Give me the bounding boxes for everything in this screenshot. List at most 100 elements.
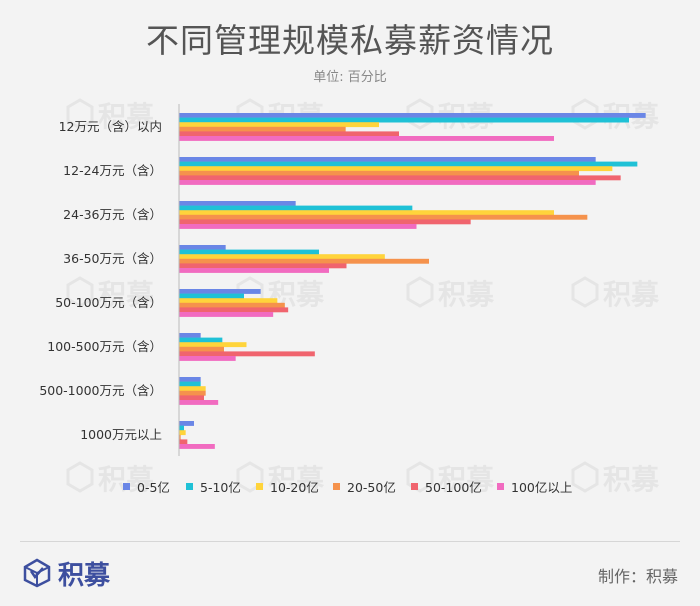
legend-label: 100亿以上 [511, 480, 572, 495]
category-labels: 12万元（含）以内 12-24万元（含） 24-36万元（含） 36-50万元（含） 5… [39, 119, 162, 442]
bar [179, 346, 224, 352]
bar [179, 351, 315, 357]
bar [179, 161, 638, 167]
legend-item: 50-100亿 [411, 480, 482, 495]
bar [179, 268, 329, 273]
bar [179, 430, 186, 436]
bar [179, 263, 347, 269]
bar [179, 337, 223, 343]
bar-chart: 积募积募积募积募积募积募积募积募积募积募积募积募 12万元（含）以内12-24万… [39, 98, 660, 496]
svg-text:积募: 积募 [603, 278, 660, 311]
svg-text:积募: 积募 [98, 463, 155, 496]
watermark: 积募 [66, 276, 155, 311]
bar [179, 342, 247, 348]
bar [179, 356, 236, 361]
bar [179, 390, 206, 396]
bar [179, 298, 278, 304]
chart-subtitle: 单位: 百分比 [313, 70, 387, 85]
bar [179, 386, 206, 392]
bar [179, 175, 621, 181]
bar [179, 293, 244, 299]
bar [179, 219, 471, 225]
bar [179, 421, 194, 426]
watermark: 积募 [236, 461, 325, 496]
footer-brand: 积募 [22, 556, 111, 591]
bar [179, 180, 596, 185]
bar [179, 205, 413, 211]
footer-credit: 制作：积募 [597, 567, 678, 586]
category-label: 50-100万元（含） [55, 295, 162, 310]
bar [179, 425, 184, 431]
category-label: 1000万元以上 [80, 427, 162, 442]
bar [179, 113, 646, 118]
bar [179, 307, 289, 313]
bar [179, 395, 204, 401]
bar [179, 210, 554, 216]
bar [179, 249, 319, 255]
bar [179, 439, 188, 445]
bar [179, 157, 596, 162]
bar [179, 289, 261, 294]
svg-text:积募: 积募 [603, 463, 660, 496]
legend-swatch [411, 483, 418, 490]
bar [179, 166, 613, 172]
bar-series-layer [179, 113, 646, 449]
bar [179, 254, 385, 260]
brand-logo-icon [23, 558, 51, 588]
watermark: 积募 [66, 98, 155, 133]
legend-label: 50-100亿 [425, 480, 482, 495]
bar [179, 434, 181, 440]
bar [179, 117, 629, 123]
legend-item: 0-5亿 [123, 480, 170, 495]
bar [179, 400, 219, 405]
bar [179, 170, 579, 176]
svg-text:积募: 积募 [438, 278, 495, 311]
bar [179, 201, 296, 206]
legend-label: 20-50亿 [347, 480, 396, 495]
legend-label: 10-20亿 [270, 480, 319, 495]
legend-swatch [123, 483, 130, 490]
watermark: 积募 [66, 461, 155, 496]
bar [179, 126, 346, 132]
svg-text:积募: 积募 [98, 278, 155, 311]
watermark: 积募 [571, 461, 660, 496]
category-label: 24-36万元（含） [63, 207, 162, 222]
bar [179, 131, 399, 137]
bar [179, 381, 201, 387]
bar [179, 333, 201, 338]
bar [179, 302, 285, 308]
bar [179, 224, 417, 229]
svg-text:积募: 积募 [98, 100, 155, 133]
category-label: 36-50万元（含） [63, 251, 162, 266]
legend-item: 20-50亿 [333, 480, 396, 495]
svg-text:积募: 积募 [438, 463, 495, 496]
watermark: 积募 [406, 461, 495, 496]
legend-item: 5-10亿 [186, 480, 241, 495]
legend-item: 10-20亿 [256, 480, 319, 495]
legend-swatch [497, 483, 504, 490]
brand-name: 积募 [58, 560, 111, 591]
bar [179, 258, 429, 264]
svg-text:积募: 积募 [268, 463, 325, 496]
legend-swatch [186, 483, 193, 490]
bar [179, 122, 379, 128]
chart-title: 不同管理规模私募薪资情况 [146, 21, 554, 60]
category-label: 12-24万元（含） [63, 163, 162, 178]
bar [179, 444, 215, 449]
bar [179, 214, 588, 220]
category-label: 12万元（含）以内 [59, 119, 162, 134]
bar [179, 136, 554, 141]
watermark: 积募 [571, 276, 660, 311]
watermark: 积募 [406, 276, 495, 311]
bar [179, 312, 274, 317]
legend-item: 100亿以上 [497, 480, 572, 495]
category-label: 500-1000万元（含） [39, 383, 162, 398]
bar [179, 377, 201, 382]
legend-label: 0-5亿 [137, 480, 170, 495]
legend: 0-5亿 5-10亿 10-20亿 20-50亿 50-100亿 100亿以上 [123, 480, 572, 495]
legend-label: 5-10亿 [200, 480, 241, 495]
category-label: 100-500万元（含） [47, 339, 162, 354]
bar [179, 245, 226, 250]
footer-divider [20, 541, 680, 542]
legend-swatch [256, 483, 263, 490]
